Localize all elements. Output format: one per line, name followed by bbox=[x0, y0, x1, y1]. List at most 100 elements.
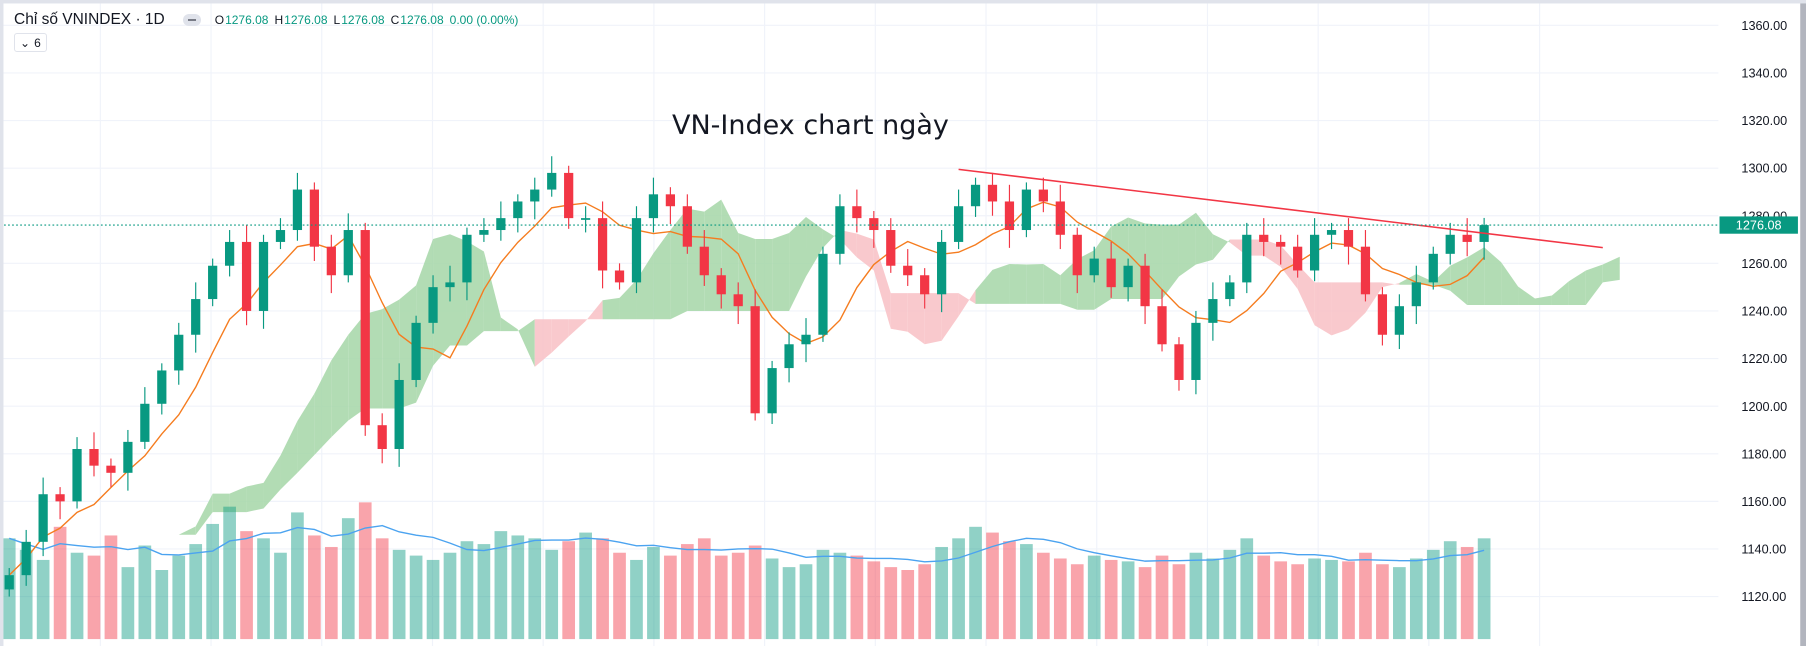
volume-bar bbox=[1342, 561, 1355, 640]
volume-bar bbox=[1443, 541, 1457, 640]
cloud-segment bbox=[1534, 295, 1552, 306]
candle-body bbox=[547, 172, 557, 190]
candle-body bbox=[4, 575, 14, 590]
volume-bar bbox=[121, 567, 135, 640]
volume-bar bbox=[1087, 555, 1101, 640]
volume-bar bbox=[1037, 552, 1050, 640]
open-value: 1276.08 bbox=[225, 13, 269, 27]
cloud-segment bbox=[1314, 282, 1332, 336]
volume-bar bbox=[477, 544, 491, 640]
volume-bar bbox=[884, 567, 898, 640]
cloud-segment bbox=[331, 334, 349, 438]
close-label: C bbox=[390, 13, 400, 27]
high-value: 1276.08 bbox=[284, 13, 328, 27]
cloud-segment bbox=[1212, 234, 1230, 260]
cloud-segment bbox=[212, 493, 230, 513]
volume-bar bbox=[392, 549, 406, 640]
y-tick-label: 1200.00 bbox=[1741, 400, 1787, 414]
close-value: 1276.08 bbox=[400, 13, 444, 27]
volume-bar bbox=[1376, 564, 1389, 640]
cloud-segment bbox=[1094, 226, 1112, 310]
candle-body bbox=[750, 306, 760, 414]
cloud-segment bbox=[619, 280, 637, 320]
candle-body bbox=[784, 344, 794, 369]
candle-body bbox=[597, 218, 608, 271]
symbol-title[interactable]: Chỉ số VNINDEX · 1D bbox=[14, 11, 165, 28]
candle-body bbox=[275, 230, 286, 242]
cloud-segment bbox=[1484, 247, 1502, 306]
candle-body bbox=[1157, 306, 1167, 345]
cloud-segment bbox=[280, 421, 298, 490]
volume-bar bbox=[87, 555, 101, 640]
last-price-label: 1276.08 bbox=[1736, 219, 1782, 233]
cloud-segment bbox=[1297, 264, 1315, 326]
candle-body bbox=[953, 206, 964, 242]
candle-body bbox=[326, 246, 336, 276]
cloud-segment bbox=[1568, 270, 1586, 306]
candle-body bbox=[411, 322, 421, 380]
cloud-segment bbox=[517, 319, 535, 367]
chart-title: VN-Index chart ngày bbox=[672, 110, 949, 141]
cloud-segment bbox=[1467, 247, 1485, 306]
cloud-segment bbox=[975, 269, 993, 304]
candle-body bbox=[72, 449, 82, 502]
y-tick-label: 1220.00 bbox=[1741, 352, 1787, 366]
trendline[interactable] bbox=[958, 168, 1603, 249]
cloud-segment bbox=[1585, 264, 1603, 306]
indicators-toggle-button[interactable]: ⌄ 6 bbox=[14, 33, 47, 52]
candle-body bbox=[648, 194, 659, 219]
candle-body bbox=[1225, 282, 1235, 300]
candle-body bbox=[1004, 201, 1015, 231]
candle-body bbox=[970, 184, 981, 207]
volume-bar bbox=[308, 535, 321, 640]
candles bbox=[4, 156, 1489, 597]
candle-body bbox=[208, 265, 218, 300]
candle-body bbox=[920, 275, 930, 295]
price-axis[interactable]: 1360.001340.001320.001300.001280.001260.… bbox=[1741, 19, 1787, 604]
candle-body bbox=[462, 234, 472, 283]
cloud-segment bbox=[924, 293, 942, 345]
volume-bar bbox=[426, 559, 440, 640]
candle-body bbox=[1055, 201, 1065, 235]
volume-bar bbox=[545, 549, 559, 640]
candle-body bbox=[1072, 234, 1082, 276]
volume-bar bbox=[969, 526, 982, 640]
cloud-segment bbox=[314, 360, 332, 455]
volume-bar bbox=[53, 526, 67, 640]
volume-bar bbox=[630, 559, 643, 640]
volume-bar bbox=[494, 531, 508, 640]
volume-bar bbox=[358, 502, 372, 640]
indicator-count: 6 bbox=[34, 35, 41, 50]
price-label-box bbox=[1719, 216, 1798, 234]
volume-bar bbox=[1020, 544, 1033, 640]
cloud-segment bbox=[246, 482, 264, 513]
cloud-segment bbox=[1501, 262, 1519, 306]
cloud-segment bbox=[958, 290, 976, 317]
volume-bar bbox=[528, 538, 542, 640]
cloud-segment bbox=[941, 293, 959, 341]
candle-body bbox=[631, 218, 642, 283]
candle-body bbox=[428, 287, 438, 323]
volume-bar bbox=[1223, 549, 1237, 640]
cloud-segment bbox=[806, 216, 823, 277]
cloud-segment bbox=[1009, 263, 1027, 304]
open-label: O bbox=[214, 13, 225, 27]
volume-bar bbox=[1121, 561, 1135, 640]
candle-body bbox=[665, 194, 676, 207]
candle-body bbox=[1021, 189, 1032, 231]
chevron-down-icon: ⌄ bbox=[20, 35, 31, 50]
collapse-icon[interactable] bbox=[182, 14, 201, 26]
cloud-segment bbox=[822, 229, 840, 248]
candle-body bbox=[292, 189, 303, 231]
volume-bar bbox=[375, 538, 389, 640]
candle-body bbox=[835, 206, 845, 254]
volume-bar bbox=[1409, 558, 1423, 640]
y-tick-label: 1180.00 bbox=[1741, 447, 1786, 461]
cloud-segment bbox=[551, 319, 569, 353]
volume-bar bbox=[1189, 552, 1203, 640]
cloud-segment bbox=[1162, 224, 1179, 300]
candle-body bbox=[38, 494, 48, 542]
candle-body bbox=[852, 206, 862, 219]
volume-bar bbox=[1426, 549, 1440, 640]
